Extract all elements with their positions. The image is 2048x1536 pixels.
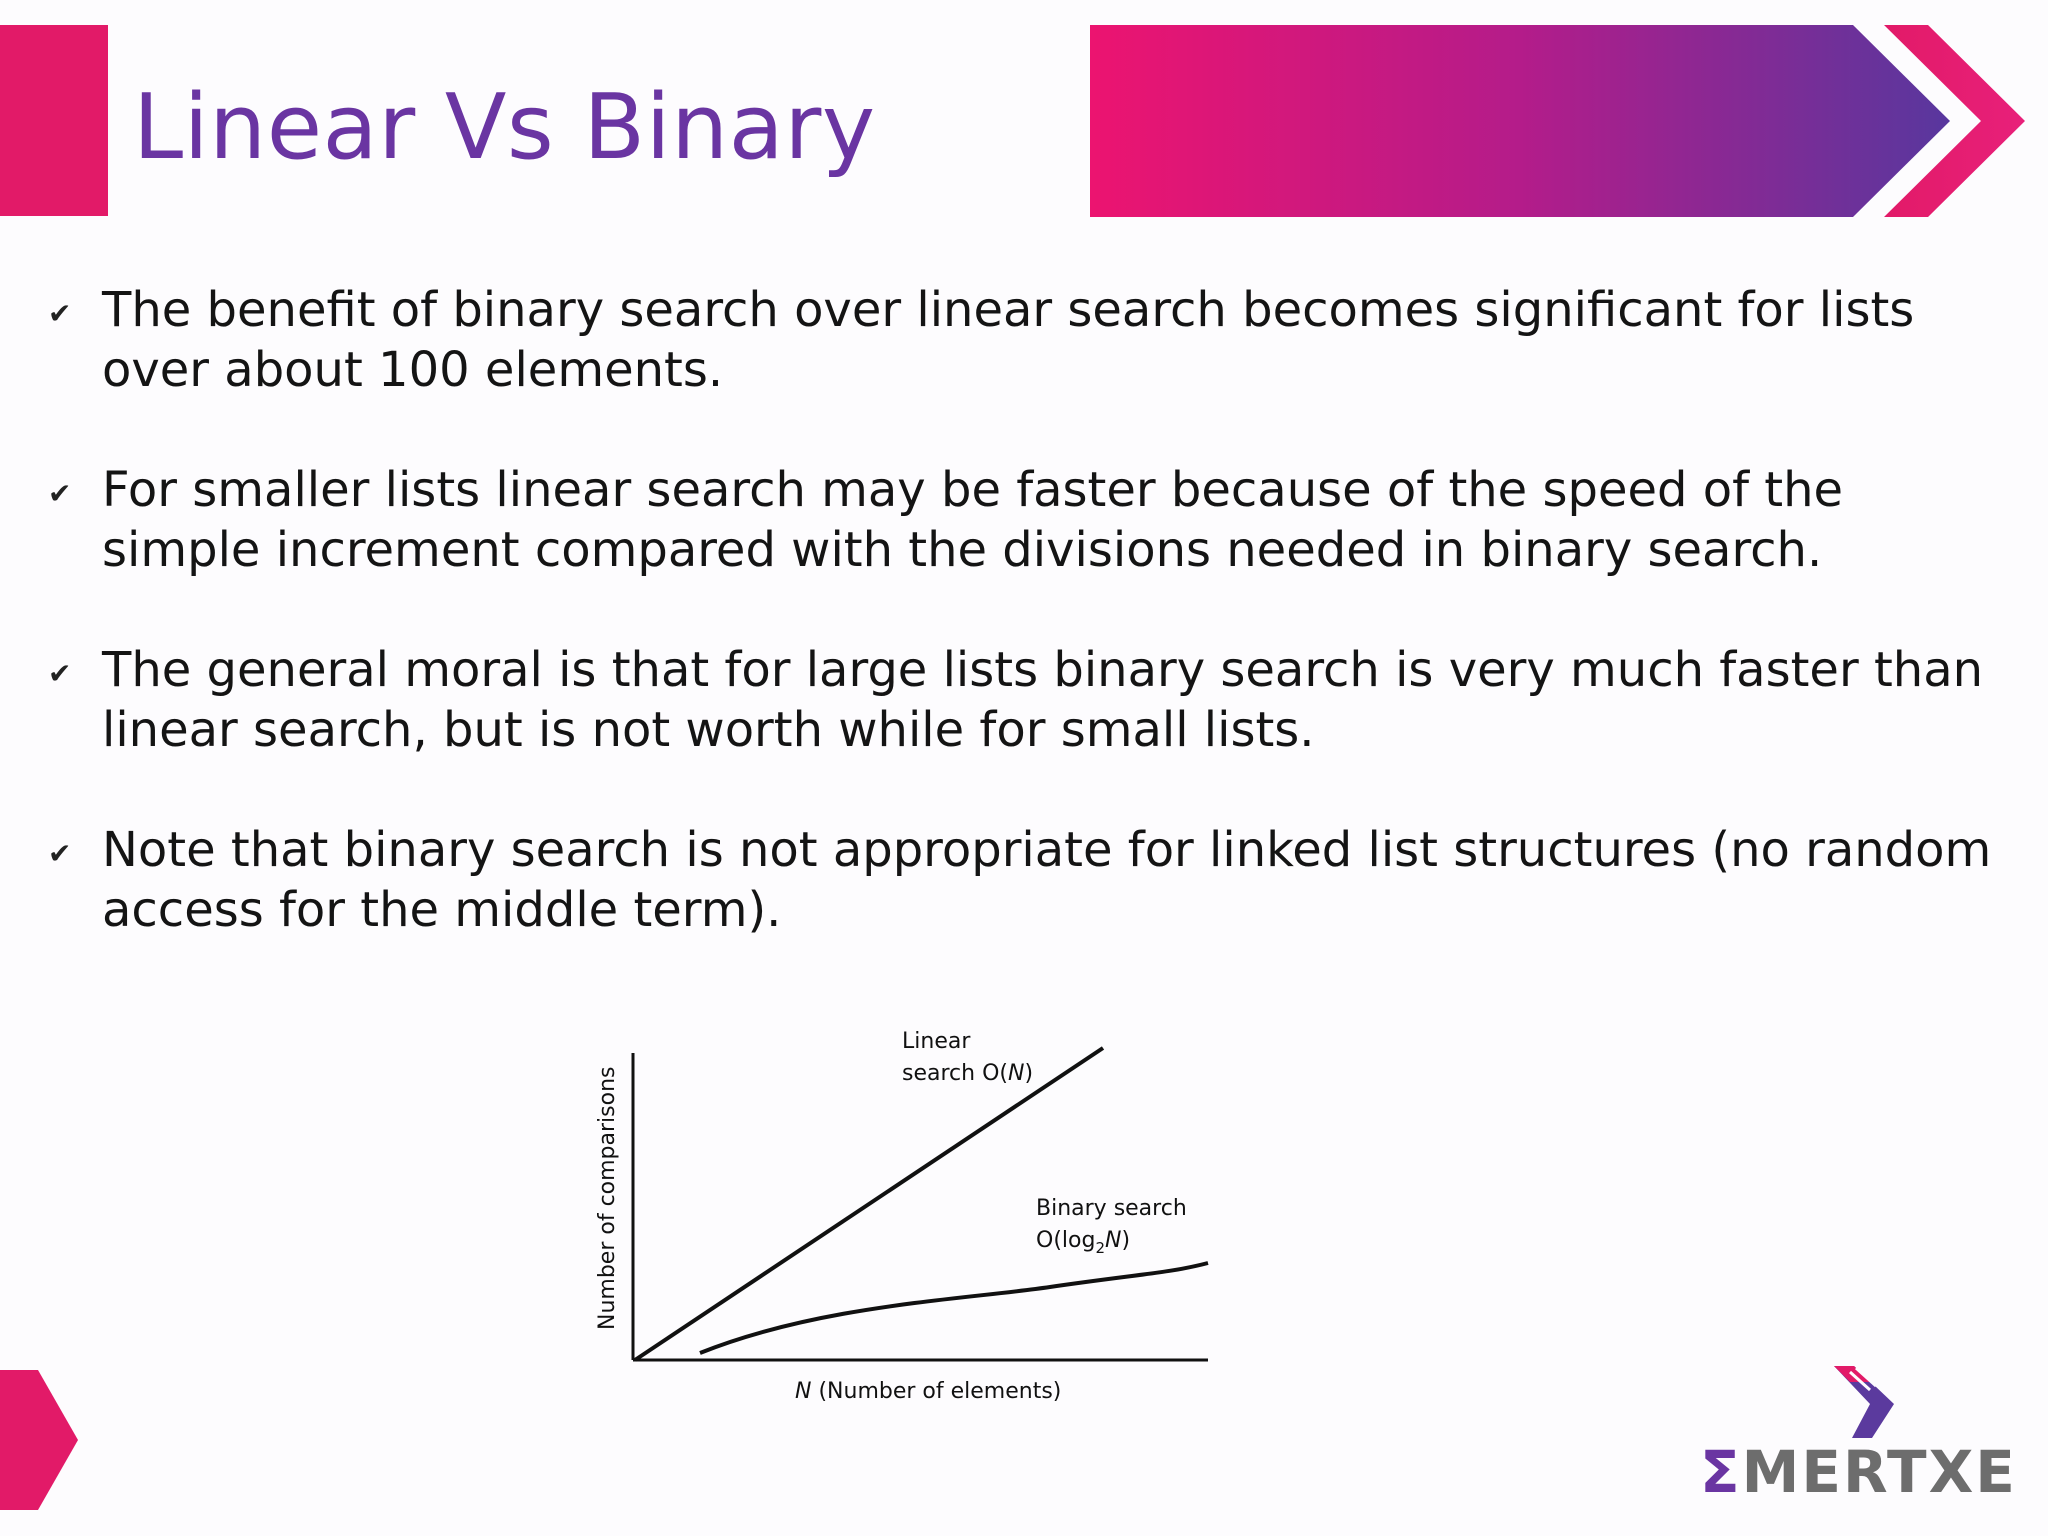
linear-label-line1: Linear: [902, 1029, 971, 1054]
bullet-list: ✔ The benefit of binary search over line…: [40, 280, 2000, 1000]
binary-label-line2: O(log2N): [1036, 1228, 1130, 1257]
bullet-text: The general moral is that for large list…: [102, 642, 1984, 758]
checkmark-icon: ✔: [48, 837, 72, 870]
banner-chevron: [1884, 25, 2025, 217]
bullet-item: ✔ The benefit of binary search over line…: [40, 280, 2000, 400]
bullet-text: For smaller lists linear search may be f…: [102, 462, 1844, 578]
slide-title: Linear Vs Binary: [133, 75, 876, 180]
linear-curve: [633, 1046, 1105, 1362]
bullet-item: ✔ The general moral is that for large li…: [40, 640, 2000, 760]
header-banner: [1090, 25, 2025, 217]
bullet-item: ✔ Note that binary search is not appropr…: [40, 820, 2000, 940]
checkmark-icon: ✔: [48, 477, 72, 510]
binary-label-line1: Binary search: [1036, 1196, 1187, 1221]
company-logo: ΣMERTXE: [1690, 1360, 2015, 1510]
x-axis-label: N (Number of elements): [795, 1379, 1061, 1404]
bullet-item: ✔ For smaller lists linear search may be…: [40, 460, 2000, 580]
bullet-text: Note that binary search is not appropria…: [102, 822, 1992, 938]
complexity-figure: Number of comparisons N (Number of eleme…: [595, 1029, 1209, 1404]
corner-arrow-icon: [0, 1370, 78, 1510]
checkmark-icon: ✔: [48, 657, 72, 690]
y-axis-label: Number of comparisons: [595, 1067, 620, 1330]
logo-text: ΣMERTXE: [1700, 1438, 2017, 1506]
binary-curve: [699, 1261, 1209, 1355]
bullet-text: The benefit of binary search over linear…: [102, 282, 1915, 398]
left-accent-bar: [0, 25, 108, 216]
linear-label-line2: search O(N): [902, 1061, 1033, 1086]
logo-arrow-icon: [1834, 1366, 1894, 1438]
checkmark-icon: ✔: [48, 297, 72, 330]
